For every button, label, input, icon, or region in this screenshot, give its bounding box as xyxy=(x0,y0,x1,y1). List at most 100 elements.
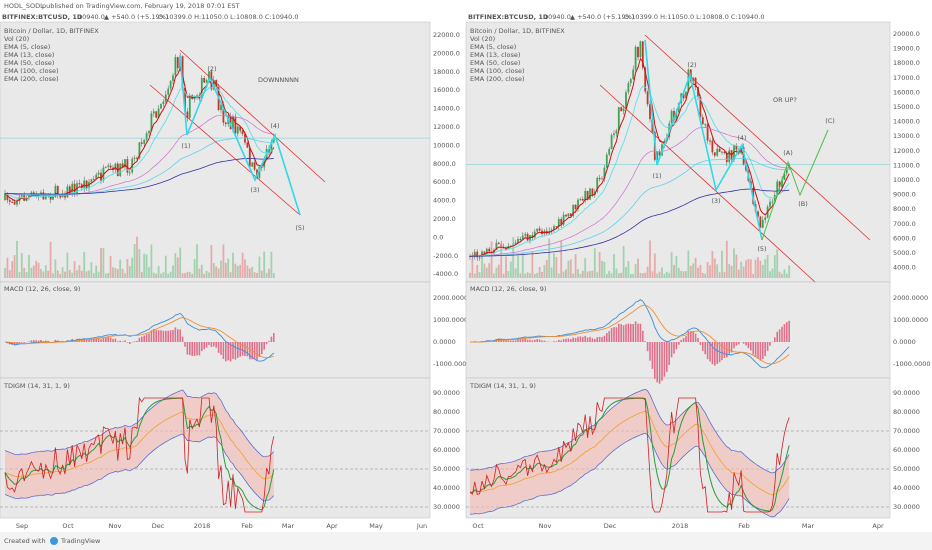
volume-bar xyxy=(208,272,210,278)
macd-axis-label: 2000.0000 xyxy=(893,294,928,302)
tdigm-axis-label: 60.0000 xyxy=(893,446,920,454)
macd-hist xyxy=(543,340,546,342)
macd-hist xyxy=(658,342,661,384)
candle xyxy=(148,131,150,134)
volume-bar xyxy=(152,272,155,278)
candle xyxy=(622,108,625,112)
volume-bar xyxy=(56,270,59,278)
legend-item: EMA (50, close) xyxy=(4,59,54,67)
ema-line xyxy=(4,137,274,196)
macd-hist xyxy=(788,320,790,342)
candle xyxy=(694,77,697,87)
time-axis-label: Dec xyxy=(152,522,165,530)
macd-hist xyxy=(721,342,723,361)
volume-bar xyxy=(61,267,64,278)
macd-hist xyxy=(114,338,117,342)
candle xyxy=(138,142,141,159)
volume-bar xyxy=(497,264,500,278)
tdigm-axis-label: 50.0000 xyxy=(433,465,460,473)
macd-hist xyxy=(162,330,165,342)
macd-hist xyxy=(261,342,263,355)
candle xyxy=(555,226,558,228)
price-axis-label: 16000.0 xyxy=(433,86,460,94)
volume-bar xyxy=(581,270,584,278)
macd-hist xyxy=(256,342,258,361)
legend-item: EMA (13, close) xyxy=(470,51,520,59)
macd-hist xyxy=(704,342,706,355)
macd-hist xyxy=(133,341,136,342)
candle xyxy=(59,195,62,198)
macd-hist xyxy=(656,342,658,383)
macd-hist xyxy=(630,323,632,342)
candle xyxy=(601,178,603,180)
macd-hist xyxy=(591,338,594,342)
macd-hist xyxy=(215,342,217,348)
volume-bar xyxy=(471,258,474,278)
wave-label: (3) xyxy=(250,186,259,194)
macd-hist xyxy=(627,323,630,342)
symbol: BITFINEX:BTCUSD, 1D xyxy=(468,13,549,21)
candle xyxy=(85,180,88,189)
tdigm-price xyxy=(4,396,275,513)
candle xyxy=(174,57,177,76)
volume-bar xyxy=(18,271,21,278)
legend-item: EMA (5, close) xyxy=(470,43,516,51)
macd-hist xyxy=(678,342,680,345)
volume-bar xyxy=(531,251,534,278)
macd-hist xyxy=(553,341,555,342)
macd-hist xyxy=(620,324,622,342)
macd-hist xyxy=(136,340,138,342)
time-axis-label: Mar xyxy=(282,522,295,530)
volume-bar xyxy=(6,257,9,278)
candle xyxy=(107,165,110,167)
volume-bar xyxy=(234,263,237,278)
candle xyxy=(637,46,639,58)
price-axis-label: 6000.0 xyxy=(433,178,456,186)
volume-bar xyxy=(509,261,512,278)
macd-hist xyxy=(567,338,570,342)
volume-bar xyxy=(706,261,709,278)
ema-line xyxy=(4,158,274,195)
macd-axis-label: 1000.0000 xyxy=(893,316,928,324)
volume-bar xyxy=(757,257,759,278)
tdigm-axis-label: 30.0000 xyxy=(893,503,920,511)
macd-hist xyxy=(263,342,265,350)
volume-bar xyxy=(164,255,167,278)
volume-bar xyxy=(646,266,649,278)
macd-hist xyxy=(225,342,227,362)
candle xyxy=(239,126,242,131)
macd-hist xyxy=(208,342,210,345)
volume-bar xyxy=(572,273,575,278)
macd-hist xyxy=(786,322,788,342)
volume-bar xyxy=(689,265,692,278)
candle xyxy=(49,196,52,200)
candle xyxy=(80,184,83,188)
macd-hist xyxy=(728,342,730,354)
candle xyxy=(20,195,23,197)
macd-hist xyxy=(145,334,148,342)
volume-bar xyxy=(649,240,651,278)
change: ▲ +540.0 (+5.19%) xyxy=(570,13,634,21)
candle xyxy=(608,148,611,155)
macd-hist xyxy=(273,333,275,342)
candle xyxy=(625,92,627,109)
macd-label: MACD (12, 26, close, 9) xyxy=(470,285,546,293)
volume-bar xyxy=(567,260,570,278)
tdigm-price xyxy=(469,397,790,513)
price-axis-label: 9000.0 xyxy=(893,191,916,199)
wave-label: (2) xyxy=(687,61,696,69)
volume-bar xyxy=(253,272,256,278)
volume-bar xyxy=(184,273,186,278)
price-axis-label: 4000.0 xyxy=(893,264,916,272)
volume-bar xyxy=(241,252,244,278)
volume-bar xyxy=(128,266,131,278)
volume-bar xyxy=(232,252,234,278)
candle xyxy=(222,104,225,123)
macd-hist xyxy=(579,336,582,342)
candle xyxy=(485,248,488,255)
volume-bar xyxy=(682,271,685,278)
candle xyxy=(550,229,553,232)
volume-bar xyxy=(13,255,16,278)
candle xyxy=(718,148,721,152)
